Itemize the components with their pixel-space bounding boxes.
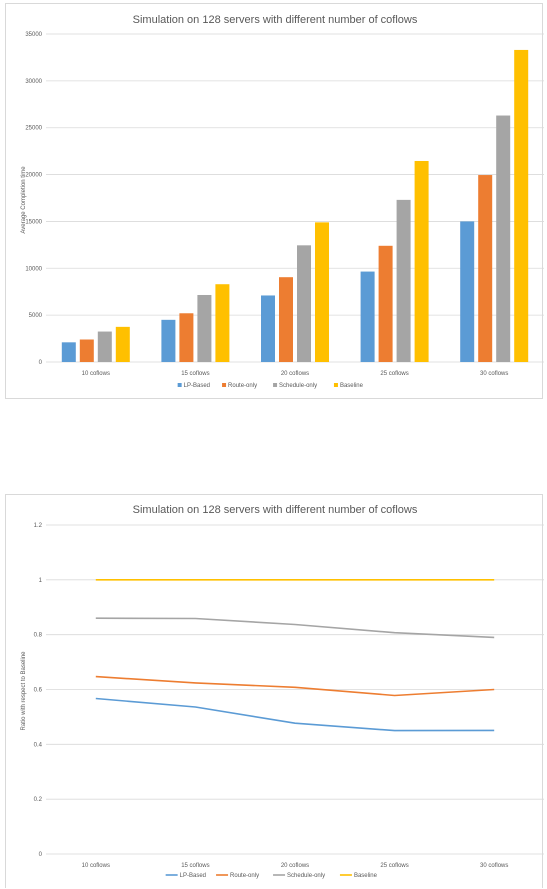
line-legend-label: Baseline [354, 873, 378, 879]
bar-legend-label: Schedule-only [279, 383, 317, 389]
line-chart-frame: Simulation on 128 servers with different… [5, 494, 544, 888]
bar-y-tick-label: 5000 [29, 313, 43, 319]
bar-lp-based [61, 342, 76, 362]
line-y-tick-label: 0.8 [34, 633, 43, 639]
bar-baseline [215, 284, 230, 362]
bar-lp-based [161, 319, 176, 362]
bar-legend-swatch [333, 383, 338, 387]
bar-route-only [478, 175, 493, 362]
line-chart: Simulation on 128 servers with different… [21, 504, 544, 879]
bar-schedule-only [97, 331, 112, 362]
line-series-schedule-only [95, 617, 495, 639]
bar-baseline [315, 222, 329, 362]
bar-x-tick-label: 25 coflows [380, 371, 408, 377]
bar-y-tick-label: 10000 [25, 266, 42, 272]
bar-legend-swatch [177, 383, 182, 387]
line-y-tick-label: 0.2 [34, 797, 43, 803]
bar-chart-y-axis-label: Average Completion time [21, 166, 27, 234]
line-x-tick-label: 15 coflows [181, 863, 209, 869]
bar-baseline [115, 326, 130, 362]
bar-y-tick-label: 15000 [25, 219, 42, 225]
line-series-route-only [95, 675, 495, 697]
bar-schedule-only [297, 245, 311, 362]
bar-lp-based [460, 221, 475, 362]
bar-legend-swatch [273, 383, 278, 387]
bar-chart: Simulation on 128 servers with different… [21, 14, 544, 389]
bar-route-only [79, 339, 94, 362]
line-y-tick-label: 0.4 [34, 742, 43, 748]
line-chart-y-axis-label: Ratio with respect to Baseline [21, 651, 27, 731]
line-legend-label: LP-Based [180, 873, 206, 879]
bar-schedule-only [197, 294, 212, 362]
line-x-tick-label: 30 coflows [480, 863, 508, 869]
bar-x-tick-label: 15 coflows [181, 371, 209, 377]
bar-schedule-only [396, 199, 411, 362]
line-x-tick-label: 10 coflows [82, 863, 110, 869]
bar-chart-title: Simulation on 128 servers with different… [133, 14, 418, 26]
bar-y-tick-label: 30000 [25, 79, 42, 85]
bar-y-tick-label: 25000 [25, 126, 42, 132]
line-x-tick-label: 20 coflows [281, 863, 309, 869]
line-y-tick-label: 0.6 [34, 688, 43, 694]
bar-route-only [378, 245, 393, 362]
bar-legend-label: LP-Based [184, 383, 210, 389]
line-y-tick-label: 0 [39, 852, 43, 858]
bar-legend-label: Baseline [340, 383, 364, 389]
line-y-tick-label: 1 [39, 578, 43, 584]
bar-baseline [514, 49, 529, 362]
bar-y-tick-label: 35000 [25, 32, 42, 38]
bar-y-tick-label: 0 [39, 360, 43, 366]
line-chart-title: Simulation on 128 servers with different… [133, 504, 418, 516]
bar-legend-label: Route-only [228, 383, 257, 389]
bar-route-only [279, 277, 293, 362]
bar-legend-swatch [222, 383, 227, 387]
line-y-tick-label: 1.2 [34, 523, 43, 529]
bar-chart-frame: Simulation on 128 servers with different… [5, 3, 544, 399]
bar-x-tick-label: 10 coflows [82, 371, 110, 377]
bar-lp-based [261, 295, 275, 362]
bar-schedule-only [496, 115, 511, 362]
line-series-lp-based [95, 697, 495, 732]
bar-x-tick-label: 20 coflows [281, 371, 309, 377]
bar-y-tick-label: 20000 [25, 173, 42, 179]
bar-x-tick-label: 30 coflows [480, 371, 508, 377]
bar-route-only [179, 313, 194, 362]
bar-baseline [414, 160, 429, 362]
bar-lp-based [360, 271, 375, 362]
line-legend-label: Route-only [230, 873, 259, 879]
line-x-tick-label: 25 coflows [380, 863, 408, 869]
line-legend-label: Schedule-only [287, 873, 325, 879]
